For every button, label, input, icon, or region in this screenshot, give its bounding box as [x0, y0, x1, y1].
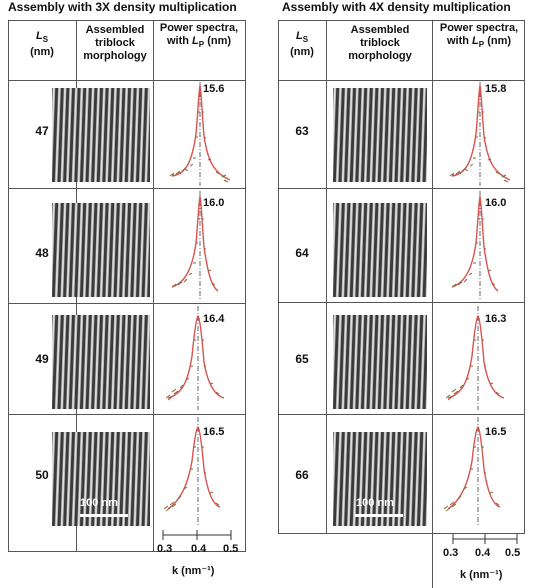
header-ls: LS (nm) [290, 30, 314, 59]
scale-bar-label: 100 nm [356, 497, 394, 509]
panel-title-3x: Assembly with 3X density multiplication [8, 0, 237, 14]
header-ls: LS (nm) [30, 30, 54, 59]
lp-value: 15.8 [485, 83, 507, 95]
table-3x [8, 20, 246, 552]
row-ls-value: 50 [35, 468, 49, 482]
sem-image [52, 203, 150, 297]
power-spectrum-plot [171, 191, 219, 299]
lp-value: 16.0 [203, 197, 225, 209]
sem-image [52, 88, 150, 182]
power-spectrum-plot [165, 306, 225, 410]
row-ls-value: 66 [295, 468, 309, 482]
axis-title: k (nm⁻¹) [460, 569, 503, 581]
header-morphology: Assembled triblock morphology [348, 24, 412, 62]
row-ls-value: 65 [295, 352, 309, 366]
tick-label: 0.4 [191, 543, 207, 555]
row-ls-value: 47 [35, 124, 49, 138]
sem-image [52, 432, 150, 526]
lp-value: 16.5 [203, 426, 225, 438]
sem-image [333, 315, 427, 409]
header-power-spectra: Power spectra, with LP (nm) [159, 22, 239, 50]
lp-value: 15.6 [203, 83, 225, 95]
tick-label: 0.5 [505, 547, 521, 559]
power-spectrum-plot [163, 417, 221, 527]
lp-value: 16.3 [485, 313, 507, 325]
scale-bar [80, 514, 128, 517]
panel-title-4x: Assembly with 4X density multiplication [282, 0, 511, 14]
row-ls-value: 49 [35, 352, 49, 366]
sem-image [333, 203, 427, 297]
header-morphology: Assembled triblock morphology [83, 24, 147, 62]
table-4x [278, 20, 525, 534]
sem-image [333, 88, 427, 182]
lp-value: 16.4 [203, 313, 225, 325]
header-power-spectra: Power spectra, with LP (nm) [439, 22, 519, 50]
scale-bar [355, 514, 403, 517]
power-spectrum-plot [169, 82, 231, 186]
sem-image [333, 432, 427, 526]
k-axis [162, 530, 232, 540]
sem-image [52, 315, 150, 409]
row-ls-value: 64 [295, 246, 309, 260]
lp-value: 16.0 [485, 197, 507, 209]
k-axis [452, 534, 518, 544]
tick-label: 0.5 [223, 543, 239, 555]
lp-value: 16.5 [485, 426, 507, 438]
power-spectrum-plot [451, 191, 499, 299]
row-ls-value: 63 [295, 124, 309, 138]
axis-title: k (nm⁻¹) [172, 565, 215, 577]
power-spectrum-plot [449, 82, 511, 186]
scale-bar-label: 100 nm [80, 497, 118, 509]
power-spectrum-plot [445, 306, 505, 410]
tick-label: 0.3 [157, 543, 173, 555]
tick-label: 0.3 [443, 547, 459, 559]
tick-label: 0.4 [475, 547, 491, 559]
row-ls-value: 48 [35, 246, 49, 260]
power-spectrum-plot [443, 417, 501, 528]
